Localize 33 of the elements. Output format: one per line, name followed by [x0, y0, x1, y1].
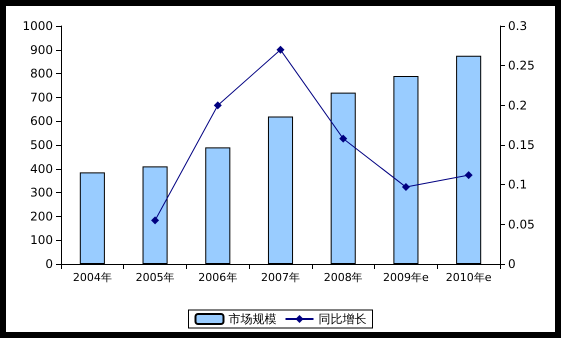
x-tick-label: 2007年: [261, 271, 300, 284]
y-tick-label: 300: [30, 186, 53, 200]
legend-label: 市场规模: [228, 312, 276, 326]
x-tick-label: 2010年e: [446, 271, 492, 284]
x-tick-label: 2006年: [198, 271, 238, 284]
point: [151, 216, 160, 224]
y-tick-label: 900: [30, 42, 53, 57]
point: [339, 134, 348, 143]
y-tick-label: 0: [45, 257, 53, 271]
point: [214, 101, 222, 110]
point: [276, 46, 284, 54]
y2-tick-label: 0.25: [508, 58, 535, 73]
y2-tick-label: 0.3: [508, 19, 528, 33]
legend-label: 同比增长: [318, 312, 366, 326]
y-tick-label: 1000: [22, 19, 53, 33]
y2-tick-label: 0.15: [508, 138, 535, 152]
x-tick-label: 2008年: [324, 271, 363, 284]
y-tick-label: 800: [30, 66, 53, 81]
y-tick-label: 700: [30, 90, 53, 104]
y-tick-label: 200: [30, 209, 53, 224]
x-tick-label: 2009年e: [383, 271, 430, 284]
y2-tick-label: 0: [508, 257, 516, 271]
y2-tick-label: 0.05: [508, 217, 535, 232]
x-tick-label: 2004年: [72, 271, 112, 284]
y-tick-label: 600: [30, 114, 53, 128]
y2-tick-label: 0.1: [508, 178, 528, 192]
y-tick-label: 500: [30, 138, 53, 152]
point: [402, 183, 410, 192]
y-tick-label: 400: [30, 162, 53, 176]
y-tick-label: 100: [30, 233, 53, 248]
point: [464, 171, 473, 180]
y2-tick-label: 0.2: [508, 98, 528, 112]
x-tick-label: 2005年: [136, 271, 175, 284]
